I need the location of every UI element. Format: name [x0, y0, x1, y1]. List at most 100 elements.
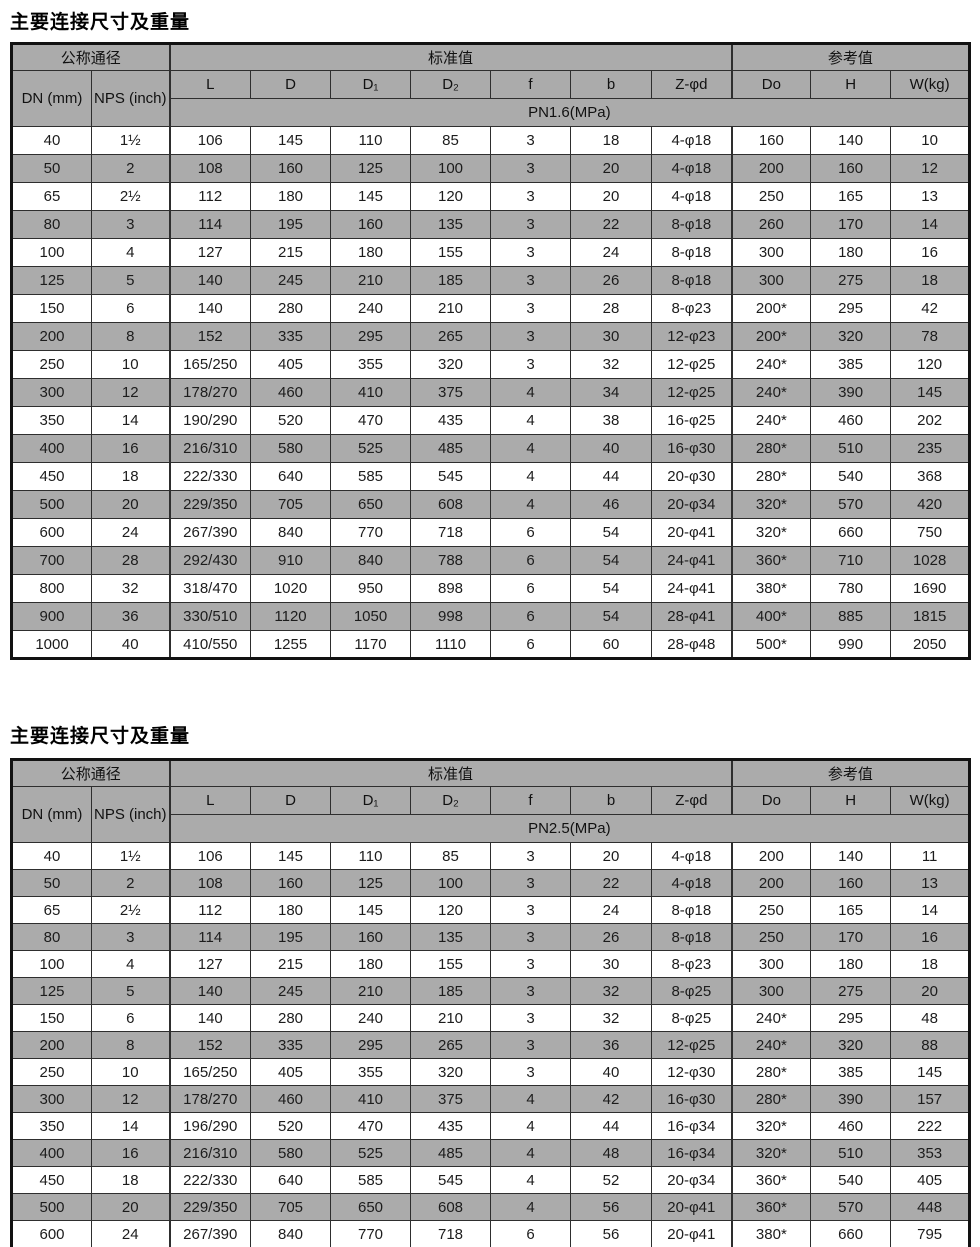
table-cell: 200* — [731, 322, 812, 351]
table-row: 200 8 152 335 295 265 3 30 12-φ23 200* 320 78 — [11, 322, 971, 351]
table-cell: 3 — [90, 210, 171, 239]
table-cell: 4 — [490, 378, 572, 407]
table-cell: 3 — [490, 126, 572, 155]
table-cell: 160 — [250, 154, 332, 183]
table-cell: 12-φ23 — [651, 322, 733, 351]
table-cell: 215 — [250, 950, 332, 978]
table-cell: 165 — [810, 896, 892, 924]
table-cell: 16 — [890, 923, 971, 951]
table-row: 300 12 178/270 460 410 375 4 34 12-φ25 240* 390 145 — [11, 378, 971, 407]
table-cell: 660 — [810, 518, 892, 547]
column-header-do: Do — [731, 70, 812, 99]
column-header-d2: D₂ — [410, 70, 492, 99]
table-cell: 6 — [490, 518, 572, 547]
table-cell: 350 — [11, 1112, 92, 1140]
table-cell: 48 — [570, 1139, 653, 1167]
table-cell: 405 — [250, 350, 332, 379]
table-cell: 54 — [570, 574, 653, 603]
table-cell: 300 — [731, 238, 812, 267]
dimensions-table-pn25: 公称通径 标准值 参考值 DN (mm) NPS (inch) L D D₁ D… — [10, 758, 972, 1247]
table-cell: 840 — [250, 1220, 332, 1247]
table-cell: 710 — [810, 546, 892, 575]
table-cell: 202 — [890, 406, 971, 435]
table-cell: 65 — [11, 182, 92, 211]
table-cell: 385 — [810, 350, 892, 379]
group-header-nominal-diameter: 公称通径 — [10, 43, 171, 71]
table-row: 400 16 216/310 580 525 485 4 40 16-φ30 280* 510 235 — [11, 434, 971, 463]
table-cell: 540 — [810, 462, 892, 491]
table-cell: 250 — [731, 896, 812, 924]
table-cell: 65 — [11, 896, 92, 924]
table-cell: 114 — [169, 210, 252, 239]
pressure-rating-label: PN1.6(MPa) — [169, 98, 971, 127]
table-cell: 180 — [330, 238, 412, 267]
table-cell: 435 — [410, 406, 492, 435]
table-cell: 1255 — [250, 630, 332, 659]
table-cell: 3 — [490, 294, 572, 323]
table-cell: 195 — [250, 210, 332, 239]
table-row: 250 10 165/250 405 355 320 3 40 12-φ30 280* 385 145 — [11, 1058, 971, 1086]
table-cell: 6 — [490, 602, 572, 631]
table-cell: 32 — [90, 574, 171, 603]
table-cell: 18 — [890, 950, 971, 978]
dimensions-table-pn16: 公称通径 标准值 参考值 DN (mm) NPS (inch) L D D₁ D… — [10, 42, 972, 660]
table-cell: 20 — [90, 490, 171, 519]
table-row: 250 10 165/250 405 355 320 3 32 12-φ25 240* 385 120 — [11, 350, 971, 379]
table-cell: 20 — [570, 842, 653, 870]
table-cell: 40 — [90, 630, 171, 659]
table-cell: 5 — [90, 977, 171, 1005]
table-cell: 6 — [490, 574, 572, 603]
table-cell: 108 — [169, 154, 252, 183]
table-cell: 1000 — [11, 630, 92, 659]
table-cell: 3 — [490, 950, 572, 978]
group-header-standard-values: 标准值 — [169, 43, 733, 71]
table-cell: 4-φ18 — [651, 869, 733, 897]
table-cell: 650 — [330, 490, 412, 519]
table-cell: 3 — [490, 350, 572, 379]
table-cell: 320 — [410, 1058, 492, 1086]
table-cell: 3 — [490, 238, 572, 267]
table-cell: 600 — [11, 518, 92, 547]
table-row: 80 3 114 195 160 135 3 26 8-φ18 250 170 16 — [11, 923, 971, 951]
table-cell: 135 — [410, 923, 492, 951]
table-row: 300 12 178/270 460 410 375 4 42 16-φ30 280* 390 157 — [11, 1085, 971, 1113]
table-cell: 410 — [330, 378, 412, 407]
table-cell: 56 — [570, 1220, 653, 1247]
table-cell: 54 — [570, 546, 653, 575]
table-cell: 280* — [731, 1085, 812, 1113]
table-cell: 1690 — [890, 574, 971, 603]
table-cell: 20 — [570, 154, 653, 183]
table-row: 450 18 222/330 640 585 545 4 44 20-φ30 280* 540 368 — [11, 462, 971, 491]
table-cell: 152 — [169, 322, 252, 351]
table-cell: 40 — [11, 842, 92, 870]
column-header-nps: NPS (inch) — [90, 70, 171, 127]
table-row: 40 1½ 106 145 110 85 3 20 4-φ18 200 140 11 — [11, 842, 971, 870]
table-cell: 145 — [250, 842, 332, 870]
table-cell: 135 — [410, 210, 492, 239]
table-cell: 215 — [250, 238, 332, 267]
column-header-l: L — [169, 786, 252, 815]
table-row: 700 28 292/430 910 840 788 6 54 24-φ41 360* 710 102… — [11, 546, 971, 575]
table-cell: 195 — [250, 923, 332, 951]
table-cell: 770 — [330, 518, 412, 547]
table-cell: 300 — [11, 1085, 92, 1113]
table-cell: 155 — [410, 950, 492, 978]
table-cell: 295 — [330, 322, 412, 351]
table-cell: 210 — [410, 1004, 492, 1032]
table-cell: 160 — [810, 869, 892, 897]
table-cell: 190/290 — [169, 406, 252, 435]
table-cell: 405 — [250, 1058, 332, 1086]
table-row: 150 6 140 280 240 210 3 32 8-φ25 240* 295 48 — [11, 1004, 971, 1032]
table-row: 125 5 140 245 210 185 3 26 8-φ18 300 275 18 — [11, 266, 971, 295]
table-cell: 80 — [11, 210, 92, 239]
table-cell: 520 — [250, 406, 332, 435]
table-cell: 48 — [890, 1004, 971, 1032]
table-cell: 335 — [250, 322, 332, 351]
table-cell: 4 — [90, 238, 171, 267]
table-cell: 3 — [490, 266, 572, 295]
table-cell: 12-φ25 — [651, 350, 733, 379]
table-cell: 460 — [250, 378, 332, 407]
table-cell: 145 — [890, 378, 971, 407]
table-cell: 1815 — [890, 602, 971, 631]
